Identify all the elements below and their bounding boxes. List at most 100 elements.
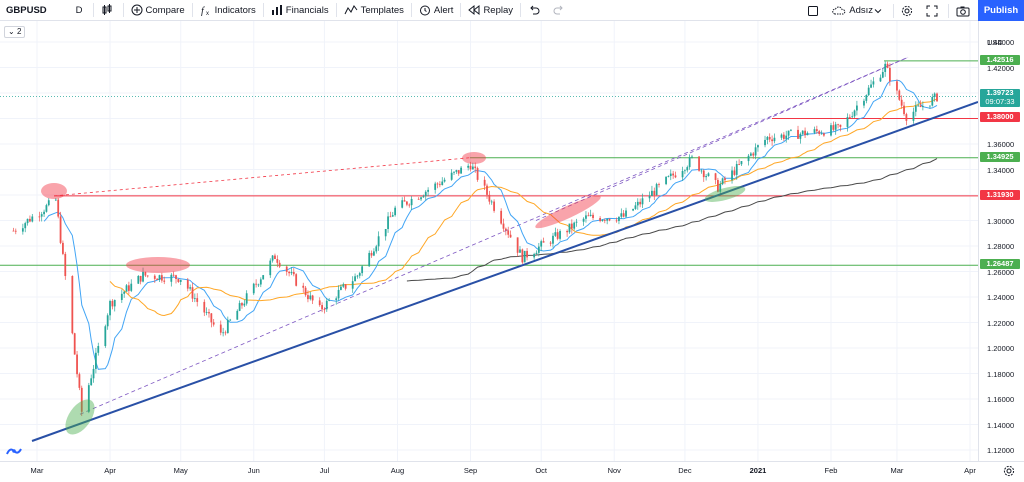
candle-body xyxy=(408,204,411,206)
candle-body xyxy=(837,124,839,126)
candle-body xyxy=(780,134,783,138)
toolbar-divider xyxy=(92,3,94,17)
candle-body xyxy=(516,237,519,253)
candle-body xyxy=(731,170,733,181)
chart-type-button[interactable] xyxy=(96,0,121,21)
candle-body xyxy=(54,199,57,201)
templates-icon xyxy=(344,5,357,15)
candle-body xyxy=(193,298,196,299)
candle-body xyxy=(262,275,265,280)
candle-body xyxy=(111,300,114,307)
alert-button[interactable]: Alert xyxy=(414,0,459,21)
candle-body xyxy=(684,170,686,172)
candle-body xyxy=(542,241,545,243)
price-tick-label: 1.16000 xyxy=(987,395,1015,404)
price-tick-label: 1.36000 xyxy=(987,140,1015,149)
candle-body xyxy=(881,71,884,78)
candle-body xyxy=(377,236,380,247)
candle-body xyxy=(540,241,543,247)
candle-body xyxy=(879,77,882,82)
candle-body xyxy=(573,222,576,229)
candle-body xyxy=(422,196,425,198)
candle-body xyxy=(830,125,832,136)
fullscreen-button[interactable] xyxy=(921,0,946,21)
alarm-clock-icon xyxy=(419,5,430,16)
candle-body xyxy=(191,287,194,299)
templates-button[interactable]: Templates xyxy=(339,0,409,21)
candle-body xyxy=(903,105,905,115)
candle-body xyxy=(681,170,684,178)
candle-body xyxy=(658,184,660,185)
candle-body xyxy=(898,90,901,100)
candle-body xyxy=(43,211,45,215)
highlight-ellipse xyxy=(41,183,67,199)
candle-body xyxy=(707,173,710,177)
gear-icon[interactable] xyxy=(1003,465,1015,477)
toolbar-divider xyxy=(893,3,894,18)
candle-body xyxy=(278,262,281,267)
compare-button[interactable]: Compare xyxy=(126,0,190,21)
redo-icon xyxy=(553,5,563,15)
candle-body xyxy=(177,278,180,282)
candle-body xyxy=(688,157,691,168)
price-axis[interactable]: USD 1.440001.420001.400001.380001.360001… xyxy=(978,21,1024,461)
candle-body xyxy=(375,246,378,252)
replay-button[interactable]: Replay xyxy=(463,0,518,21)
undo-button[interactable] xyxy=(523,0,548,21)
candle-body xyxy=(502,223,505,229)
candle-body xyxy=(641,198,644,205)
candle-body xyxy=(634,205,637,209)
trendline-support xyxy=(31,101,978,442)
candle-body xyxy=(328,300,331,301)
candle-body xyxy=(832,125,835,130)
time-tick-label: Jun xyxy=(247,466,260,475)
time-axis[interactable]: Mar Apr May Jun Jul Aug Sep Oct Nov Dec 2021 Feb Mar… xyxy=(0,461,1024,482)
candle-body xyxy=(714,173,717,180)
financials-button[interactable]: Financials xyxy=(266,0,334,21)
candle-body xyxy=(870,84,872,88)
candle-body xyxy=(274,255,276,260)
publish-button[interactable]: Publish xyxy=(978,0,1024,21)
settings-button[interactable] xyxy=(896,0,921,21)
candle-body xyxy=(768,136,771,140)
candle-body xyxy=(370,252,373,256)
collapsed-legend-badge[interactable]: ⌄ 2 xyxy=(4,26,26,38)
candle-body xyxy=(599,218,601,222)
price-tick-label: 1.44000 xyxy=(987,38,1015,47)
candle-body xyxy=(738,164,741,165)
candle-body xyxy=(823,133,825,136)
symbol-search-button[interactable]: GBPUSD xyxy=(6,4,47,16)
candle-body xyxy=(243,303,246,306)
candle-body xyxy=(245,293,248,304)
candle-body xyxy=(290,271,293,274)
svg-text:f: f xyxy=(201,6,205,16)
candle-body xyxy=(130,283,133,291)
price-tag-level-1319: 1.31930 xyxy=(980,190,1020,200)
redo-button[interactable] xyxy=(548,0,573,21)
time-tick-label: Apr xyxy=(104,466,116,475)
candle-body xyxy=(615,220,618,222)
candle-body xyxy=(259,279,262,285)
candle-body xyxy=(453,171,455,173)
candle-body xyxy=(667,176,670,177)
candle-body xyxy=(226,319,229,333)
price-chart[interactable] xyxy=(0,21,978,461)
snapshot-button[interactable] xyxy=(951,0,978,21)
candle-body xyxy=(554,232,557,236)
interval-button[interactable]: D xyxy=(75,4,83,16)
layout-name-button[interactable]: Adsız xyxy=(827,0,891,21)
candle-body xyxy=(705,176,708,178)
candle-body xyxy=(919,105,922,108)
toolbar-divider xyxy=(948,3,949,18)
candle-body xyxy=(12,230,15,232)
candle-body xyxy=(799,133,802,139)
layout-toggle-button[interactable] xyxy=(802,0,827,21)
candle-body xyxy=(651,190,653,196)
tradingview-logo-icon[interactable] xyxy=(6,445,22,457)
candle-body xyxy=(40,214,43,217)
candle-body xyxy=(113,299,116,307)
candle-body xyxy=(790,129,792,131)
toolbar-divider xyxy=(262,3,264,17)
candle-body xyxy=(771,139,773,142)
